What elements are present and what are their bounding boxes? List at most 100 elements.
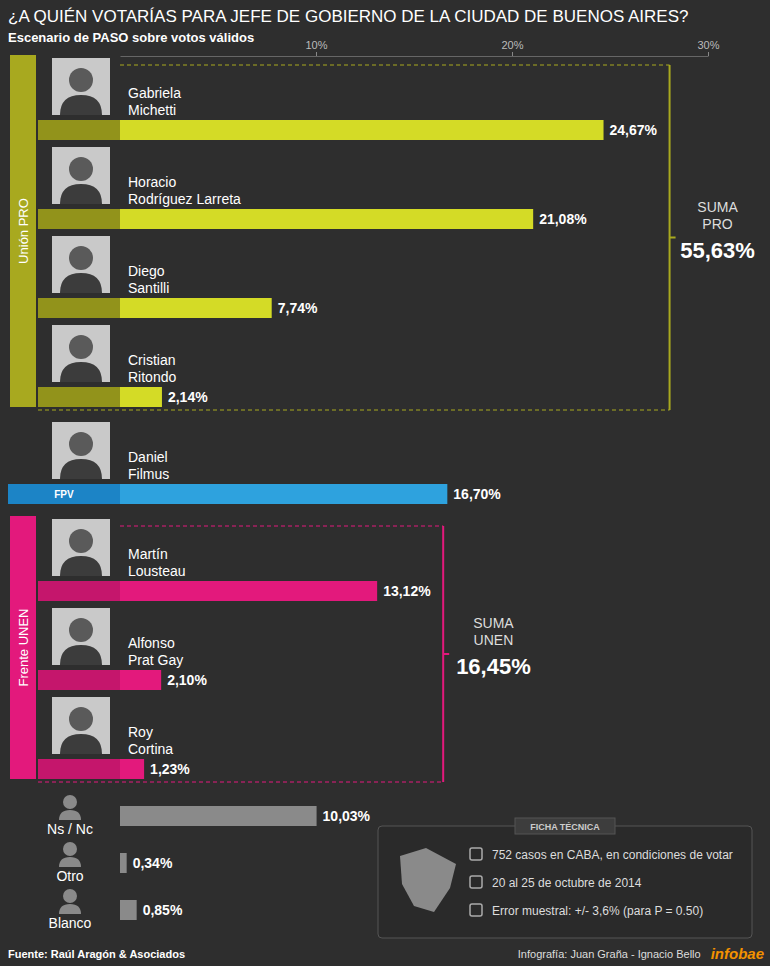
- photo-frame: [52, 422, 110, 479]
- photo: [52, 608, 110, 665]
- label-line: UNEN: [474, 632, 514, 648]
- category-label: GabrielaMichetti: [128, 85, 181, 118]
- value-label: 24,67%: [610, 122, 658, 138]
- ficha-item: Error muestral: +/- 3,6% (para P = 0.50): [492, 904, 703, 918]
- bars: [120, 120, 604, 920]
- group-label: Unión PRO: [16, 198, 31, 264]
- photo-frame: [52, 608, 110, 665]
- photo-body: [60, 459, 102, 479]
- photo-body: [60, 362, 102, 382]
- photo-head: [69, 618, 93, 642]
- photo-frame: [52, 236, 110, 293]
- axis-line: [121, 56, 709, 57]
- category-label: Blanco: [49, 915, 92, 931]
- label-line: Alfonso: [128, 635, 175, 651]
- label-line: Lousteau: [128, 563, 186, 579]
- group-dashed-bottom: [38, 410, 670, 411]
- value-label: 21,08%: [539, 211, 587, 227]
- category-label: HoracioRodríguez Larreta: [128, 174, 241, 207]
- photo-body: [60, 734, 102, 754]
- brand: infobae: [711, 945, 764, 962]
- bar: [120, 298, 272, 318]
- photo-body: [60, 273, 102, 293]
- tick-mark: [708, 52, 709, 56]
- category-label: DanielFilmus: [128, 449, 169, 482]
- group-bracket: [670, 65, 676, 410]
- photo-head: [69, 335, 93, 359]
- tick-mark: [316, 52, 317, 56]
- category-labels: GabrielaMichetti HoracioRodríguez Larreta…: [47, 85, 241, 931]
- footer: Fuente: Raúl Aragón & AsociadosinfobaeIn…: [8, 945, 764, 962]
- group-sums: SUMAPRO 55,63% SUMAUNEN 16,45%: [38, 65, 755, 782]
- label-line: SUMA: [473, 615, 514, 631]
- label-line: Diego: [128, 263, 165, 279]
- tick-mark: [512, 52, 513, 56]
- group-band: [10, 516, 36, 779]
- ficha-item: 752 casos en CABA, en condiciones de vot…: [492, 848, 733, 862]
- ficha-tab: [515, 818, 615, 834]
- category-label: RoyCortina: [128, 724, 173, 757]
- group-tag: [8, 484, 120, 504]
- icon-head: [63, 889, 77, 903]
- label-line: Ritondo: [128, 369, 176, 385]
- title: ¿A QUIÉN VOTARÍAS PARA JEFE DE GOBIERNO …: [8, 7, 688, 26]
- photo-head: [69, 157, 93, 181]
- row-icon: [59, 889, 81, 914]
- label-line: PRO: [702, 216, 732, 232]
- bar: [120, 484, 447, 504]
- row-icon: [59, 795, 81, 820]
- label-line: Santilli: [128, 280, 169, 296]
- group-label: Frente UNEN: [16, 608, 31, 686]
- photo-head: [69, 529, 93, 553]
- photo-head: [69, 68, 93, 92]
- icon-body: [59, 810, 81, 820]
- tick: 20%: [501, 39, 523, 56]
- bar-base: [38, 209, 120, 229]
- label-line: Roy: [128, 724, 153, 740]
- ficha-icon: [470, 904, 482, 916]
- category-label: AlfonsoPrat Gay: [128, 635, 183, 668]
- label-line: Daniel: [128, 449, 168, 465]
- category-label: Ns / Nc: [47, 821, 93, 837]
- tick: 10%: [305, 39, 327, 56]
- decorations: Unión PROFPVFrente UNEN: [8, 55, 120, 914]
- row-icon: [59, 842, 81, 867]
- photo: [52, 58, 110, 115]
- bar-base: [38, 581, 120, 601]
- ficha-map: [400, 848, 456, 912]
- photo: [52, 325, 110, 382]
- category-label: CristianRitondo: [128, 352, 176, 385]
- group-sum-value: 16,45%: [456, 654, 531, 679]
- label-line: Martín: [128, 546, 168, 562]
- label-line: Michetti: [128, 102, 176, 118]
- group-sum-value: 55,63%: [680, 238, 755, 263]
- value-label: 7,74%: [278, 300, 318, 316]
- photo-frame: [52, 147, 110, 204]
- group-sum-title: SUMAPRO: [697, 199, 738, 232]
- photo-body: [60, 556, 102, 576]
- photo: [52, 519, 110, 576]
- bar: [120, 806, 317, 826]
- bar-base: [38, 759, 120, 779]
- tick-label: 30%: [697, 39, 719, 51]
- photo-head: [69, 246, 93, 270]
- bar: [120, 209, 533, 229]
- tick: 30%: [697, 39, 719, 56]
- photo-frame: [52, 58, 110, 115]
- value-label: 2,10%: [167, 672, 207, 688]
- label-line: Filmus: [128, 466, 169, 482]
- label-line: Horacio: [128, 174, 176, 190]
- label-line: Prat Gay: [128, 652, 183, 668]
- ficha-icon: [470, 876, 482, 888]
- ficha-title: FICHA TÉCNICA: [530, 822, 600, 832]
- bar: [120, 387, 162, 407]
- bar: [120, 670, 161, 690]
- bar-base: [38, 670, 120, 690]
- photo-head: [69, 432, 93, 456]
- photo-body: [60, 645, 102, 665]
- credit: Infografía: Juan Graña - Ignacio Bello: [518, 948, 701, 960]
- photo-body: [60, 184, 102, 204]
- subtitle: Escenario de PASO sobre votos válidos: [8, 30, 254, 45]
- value-label: 0,34%: [133, 855, 173, 871]
- bar: [120, 120, 604, 140]
